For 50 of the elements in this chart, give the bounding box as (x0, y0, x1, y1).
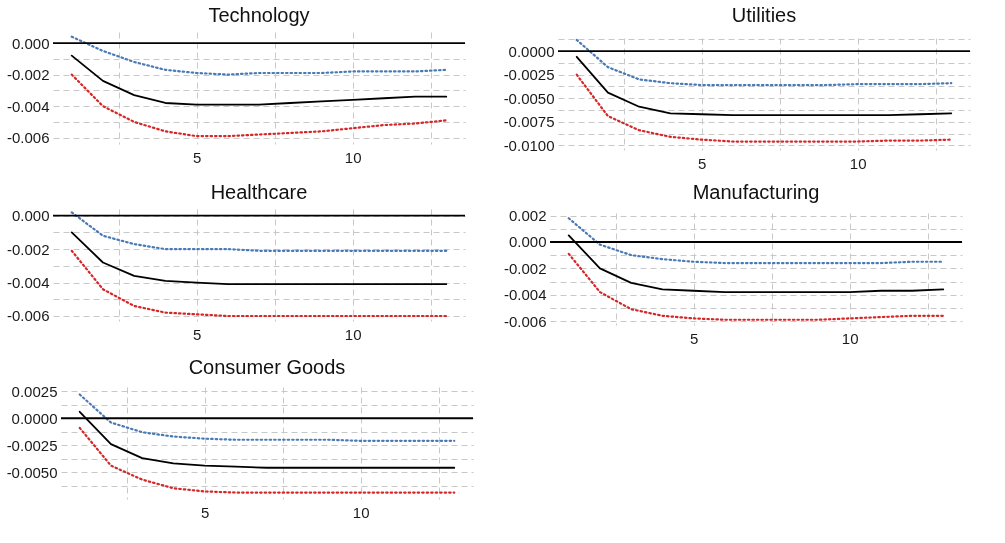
line-series (78, 426, 456, 494)
chart-title: Manufacturing (692, 180, 820, 203)
y-tick-label: -0.006 (6, 129, 50, 147)
line-series (567, 252, 945, 321)
y-tick-label: -0.0050 (503, 89, 555, 107)
y-tick-label: 0.002 (508, 207, 547, 225)
y-tick-label: -0.004 (6, 97, 50, 115)
line-series (70, 211, 448, 252)
line-series (575, 55, 953, 117)
y-tick-label: 0.000 (508, 233, 547, 251)
line-series (575, 38, 953, 87)
y-tick-label: -0.0025 (503, 66, 555, 84)
x-tick-label: 10 (344, 325, 362, 343)
chart-title: Technology (208, 4, 310, 26)
y-tick-label: -0.0025 (6, 436, 58, 454)
y-tick-label: -0.002 (6, 240, 50, 258)
y-tick-label: -0.004 (503, 286, 547, 304)
y-tick-label: -0.0075 (503, 113, 555, 131)
line-series (70, 35, 448, 76)
y-tick-label: -0.006 (503, 312, 547, 330)
line-series (78, 393, 456, 442)
line-series (70, 231, 448, 286)
chart-title: Utilities (731, 4, 797, 27)
x-tick-label: 10 (344, 148, 362, 166)
line-series (70, 249, 448, 318)
y-tick-label: -0.0050 (6, 463, 58, 481)
line-series (70, 54, 448, 106)
x-tick-label: 10 (841, 329, 859, 347)
y-tick-label: 0.000 (11, 34, 50, 52)
chart-title: Consumer Goods (188, 356, 346, 379)
y-tick-label: -0.006 (6, 307, 50, 325)
y-tick-label: 0.0000 (508, 42, 555, 60)
x-tick-label: 5 (697, 154, 707, 172)
y-tick-label: -0.0100 (503, 136, 555, 154)
line-series (70, 73, 448, 138)
y-tick-label: 0.0000 (11, 409, 58, 427)
x-tick-label: 5 (192, 148, 202, 166)
y-tick-label: -0.002 (503, 259, 547, 277)
line-series (567, 217, 945, 265)
line-series (575, 73, 953, 143)
x-tick-label: 5 (689, 329, 699, 347)
y-tick-label: 0.0025 (11, 382, 58, 400)
y-tick-label: 0.000 (11, 207, 50, 225)
x-tick-label: 10 (849, 154, 867, 172)
y-tick-label: -0.004 (6, 274, 50, 292)
y-tick-label: -0.002 (6, 66, 50, 84)
x-tick-label: 5 (200, 503, 210, 521)
x-tick-label: 10 (352, 503, 370, 521)
x-tick-label: 5 (192, 325, 202, 343)
chart-title: Healthcare (210, 180, 308, 203)
